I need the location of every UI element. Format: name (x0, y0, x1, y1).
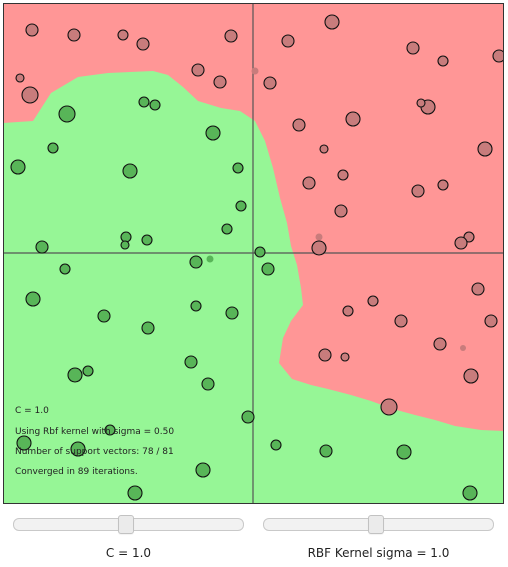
class-b-point[interactable] (104, 424, 116, 436)
class-a-point[interactable] (463, 368, 479, 384)
plot-border (3, 3, 504, 504)
class-b-point[interactable] (141, 321, 155, 335)
class-a-point[interactable] (213, 75, 227, 89)
class-b-point[interactable] (127, 485, 143, 501)
class-a-point[interactable] (191, 63, 205, 77)
class-a-point[interactable] (311, 240, 327, 256)
class-b-point[interactable] (58, 105, 76, 123)
class-b-point[interactable] (462, 485, 478, 501)
class-b-point[interactable] (35, 240, 49, 254)
class-b-point[interactable] (396, 444, 412, 460)
class-b-point[interactable] (120, 231, 132, 243)
class-a-point[interactable] (345, 111, 361, 127)
class-a-point[interactable] (337, 169, 349, 181)
class-b-point[interactable] (205, 125, 221, 141)
class-b-point[interactable] (47, 142, 59, 154)
class-b-point[interactable] (59, 263, 71, 275)
class-b-point[interactable] (141, 234, 153, 246)
class-a-point[interactable] (318, 348, 332, 362)
class-a-point[interactable] (471, 282, 485, 296)
class-b-point[interactable] (10, 159, 26, 175)
class-a-point[interactable] (324, 14, 340, 30)
class-a-point[interactable] (117, 29, 129, 41)
c-value-text: C = 1.0 (15, 406, 49, 416)
class-b-point[interactable] (70, 441, 86, 457)
sigma-slider-label: RBF Kernel sigma = 1.0 (307, 546, 450, 560)
class-a-point[interactable] (340, 352, 350, 362)
class-a-point[interactable] (406, 41, 420, 55)
class-b-point[interactable] (138, 96, 150, 108)
class-a-point[interactable] (411, 184, 425, 198)
svm-demo-canvas[interactable]: C = 1.0 Using Rbf kernel with sigma = 0.… (3, 3, 504, 504)
decision-plot[interactable]: C = 1.0 Using Rbf kernel with sigma = 0.… (3, 3, 504, 504)
c-slider-label: C = 1.0 (105, 546, 152, 560)
class-a-point[interactable] (263, 76, 277, 90)
class-a-point[interactable] (319, 144, 329, 154)
class-a-point[interactable] (251, 67, 259, 75)
class-b-point[interactable] (195, 462, 211, 478)
training-points[interactable] (10, 14, 504, 501)
class-a-point[interactable] (484, 314, 498, 328)
class-b-point[interactable] (235, 200, 247, 212)
class-a-point[interactable] (433, 337, 447, 351)
class-b-point[interactable] (225, 306, 239, 320)
class-b-point[interactable] (221, 223, 233, 235)
class-b-point[interactable] (149, 99, 161, 111)
class-a-point[interactable] (67, 28, 81, 42)
class-a-point[interactable] (416, 98, 426, 108)
class-a-point[interactable] (367, 295, 379, 307)
sigma-slider-thumb[interactable] (368, 515, 385, 534)
class-a-point[interactable] (380, 398, 398, 416)
class-a-point[interactable] (437, 179, 449, 191)
class-b-point[interactable] (82, 365, 94, 377)
class-b-point[interactable] (201, 377, 215, 391)
class-b-point[interactable] (319, 444, 333, 458)
iterations-text: Converged in 89 iterations. (15, 467, 138, 477)
kernel-info-text: Using Rbf kernel with sigma = 0.50 (15, 427, 174, 437)
class-a-point[interactable] (454, 236, 468, 250)
class-a-point[interactable] (281, 34, 295, 48)
class-b-point[interactable] (67, 367, 83, 383)
class-b-point[interactable] (97, 309, 111, 323)
class-b-point[interactable] (184, 355, 198, 369)
class-b-point[interactable] (232, 162, 244, 174)
class-b-point[interactable] (254, 246, 266, 258)
class-b-point[interactable] (120, 240, 130, 250)
class-a-point[interactable] (292, 118, 306, 132)
class-b-point[interactable] (241, 410, 255, 424)
support-vectors-text: Number of support vectors: 78 / 81 (15, 447, 174, 457)
class-a-point[interactable] (437, 55, 449, 67)
class-a-point[interactable] (460, 345, 466, 351)
class-b-point[interactable] (190, 300, 202, 312)
class-a-point[interactable] (315, 233, 323, 241)
class-b-point[interactable] (122, 163, 138, 179)
class-b-point[interactable] (261, 262, 275, 276)
class-b-point[interactable] (189, 255, 203, 269)
class-b-point[interactable] (16, 435, 32, 451)
class-a-point[interactable] (25, 23, 39, 37)
class-a-point[interactable] (136, 37, 150, 51)
class-b-point[interactable] (206, 255, 214, 263)
c-slider-thumb[interactable] (118, 515, 135, 534)
class-a-point[interactable] (394, 314, 408, 328)
class-a-point[interactable] (477, 141, 493, 157)
class-a-point[interactable] (15, 73, 25, 83)
class-a-point[interactable] (492, 49, 504, 63)
class-a-point[interactable] (342, 305, 354, 317)
class-b-point[interactable] (270, 439, 282, 451)
class-a-point[interactable] (302, 176, 316, 190)
class-a-point[interactable] (334, 204, 348, 218)
class-b-point[interactable] (25, 291, 41, 307)
class-a-point[interactable] (21, 86, 39, 104)
class-a-point[interactable] (224, 29, 238, 43)
